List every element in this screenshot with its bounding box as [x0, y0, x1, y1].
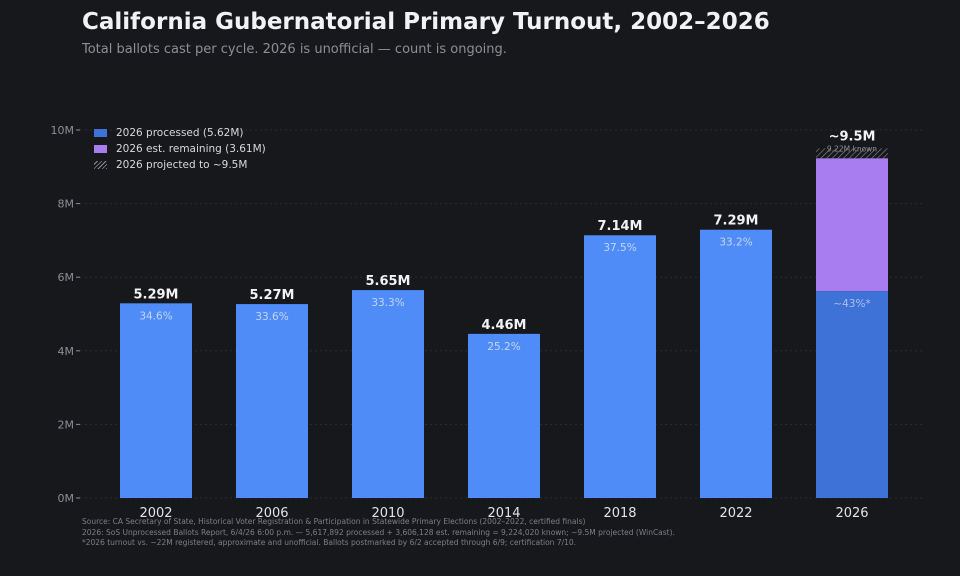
value-label: 4.46M — [481, 318, 526, 333]
turnout-label: 37.5% — [603, 242, 636, 254]
turnout-label: ~43%* — [833, 298, 870, 310]
bar-2026-projected — [816, 148, 888, 159]
bar — [700, 229, 772, 498]
source-line-3: *2026 turnout vs. ~22M registered, appro… — [82, 538, 577, 547]
x-tick-label: 2018 — [603, 506, 636, 521]
bar — [120, 303, 192, 498]
legend-item-remaining: 2026 est. remaining (3.61M) — [94, 141, 266, 157]
turnout-label: 33.3% — [371, 297, 404, 309]
turnout-label: 34.6% — [139, 310, 172, 322]
turnout-label: 33.2% — [719, 237, 752, 249]
chart-title: California Gubernatorial Primary Turnout… — [82, 9, 770, 35]
value-label: 7.14M — [597, 219, 642, 234]
value-label: 5.27M — [249, 288, 294, 303]
chart-subtitle: Total ballots cast per cycle. 2026 is un… — [82, 42, 507, 57]
legend: 2026 processed (5.62M) 2026 est. remaini… — [94, 125, 266, 173]
turnout-label: 33.6% — [255, 311, 288, 323]
x-tick-label: 2010 — [371, 506, 404, 521]
y-tick-label: 0M — [58, 492, 75, 505]
y-tick-label: 2M — [58, 418, 75, 431]
x-tick-label: 2002 — [139, 506, 172, 521]
turnout-label: 25.2% — [487, 341, 520, 353]
bar-2026-processed — [816, 291, 888, 498]
bar — [236, 304, 308, 498]
y-tick-label: 4M — [58, 345, 75, 358]
source-line-2: 2026: SoS Unprocessed Ballots Report, 6/… — [82, 527, 675, 537]
bar — [584, 235, 656, 499]
x-tick-label: 2014 — [487, 506, 520, 521]
legend-item-projected: 2026 projected to ~9.5M — [94, 157, 266, 173]
value-label: 5.65M — [365, 274, 410, 289]
legend-swatch-processed — [94, 129, 107, 137]
source-note: Source: CA Secretary of State, Historica… — [82, 517, 675, 549]
legend-swatch-projected — [94, 161, 107, 169]
legend-item-processed: 2026 processed (5.62M) — [94, 125, 266, 141]
x-tick-label: 2022 — [719, 506, 752, 521]
y-tick-label: 8M — [58, 198, 75, 211]
y-tick-label: 6M — [58, 271, 75, 284]
legend-label-remaining: 2026 est. remaining (3.61M) — [116, 143, 266, 155]
bar-2026-remaining — [816, 158, 888, 292]
bar — [468, 333, 540, 498]
source-line-1: Source: CA Secretary of State, Historica… — [82, 517, 586, 526]
value-label: 7.29M — [713, 214, 758, 229]
bar — [352, 290, 424, 498]
legend-swatch-remaining — [94, 145, 107, 153]
legend-label-processed: 2026 processed (5.62M) — [116, 127, 244, 139]
x-tick-label: 2006 — [255, 506, 288, 521]
value-label: ~9.5M — [829, 129, 876, 144]
known-label: 9.22M known — [827, 144, 877, 153]
y-tick-label: 10M — [51, 124, 75, 137]
legend-label-projected: 2026 projected to ~9.5M — [116, 159, 248, 171]
x-tick-label: 2026 — [835, 506, 868, 521]
value-label: 5.29M — [133, 287, 178, 302]
